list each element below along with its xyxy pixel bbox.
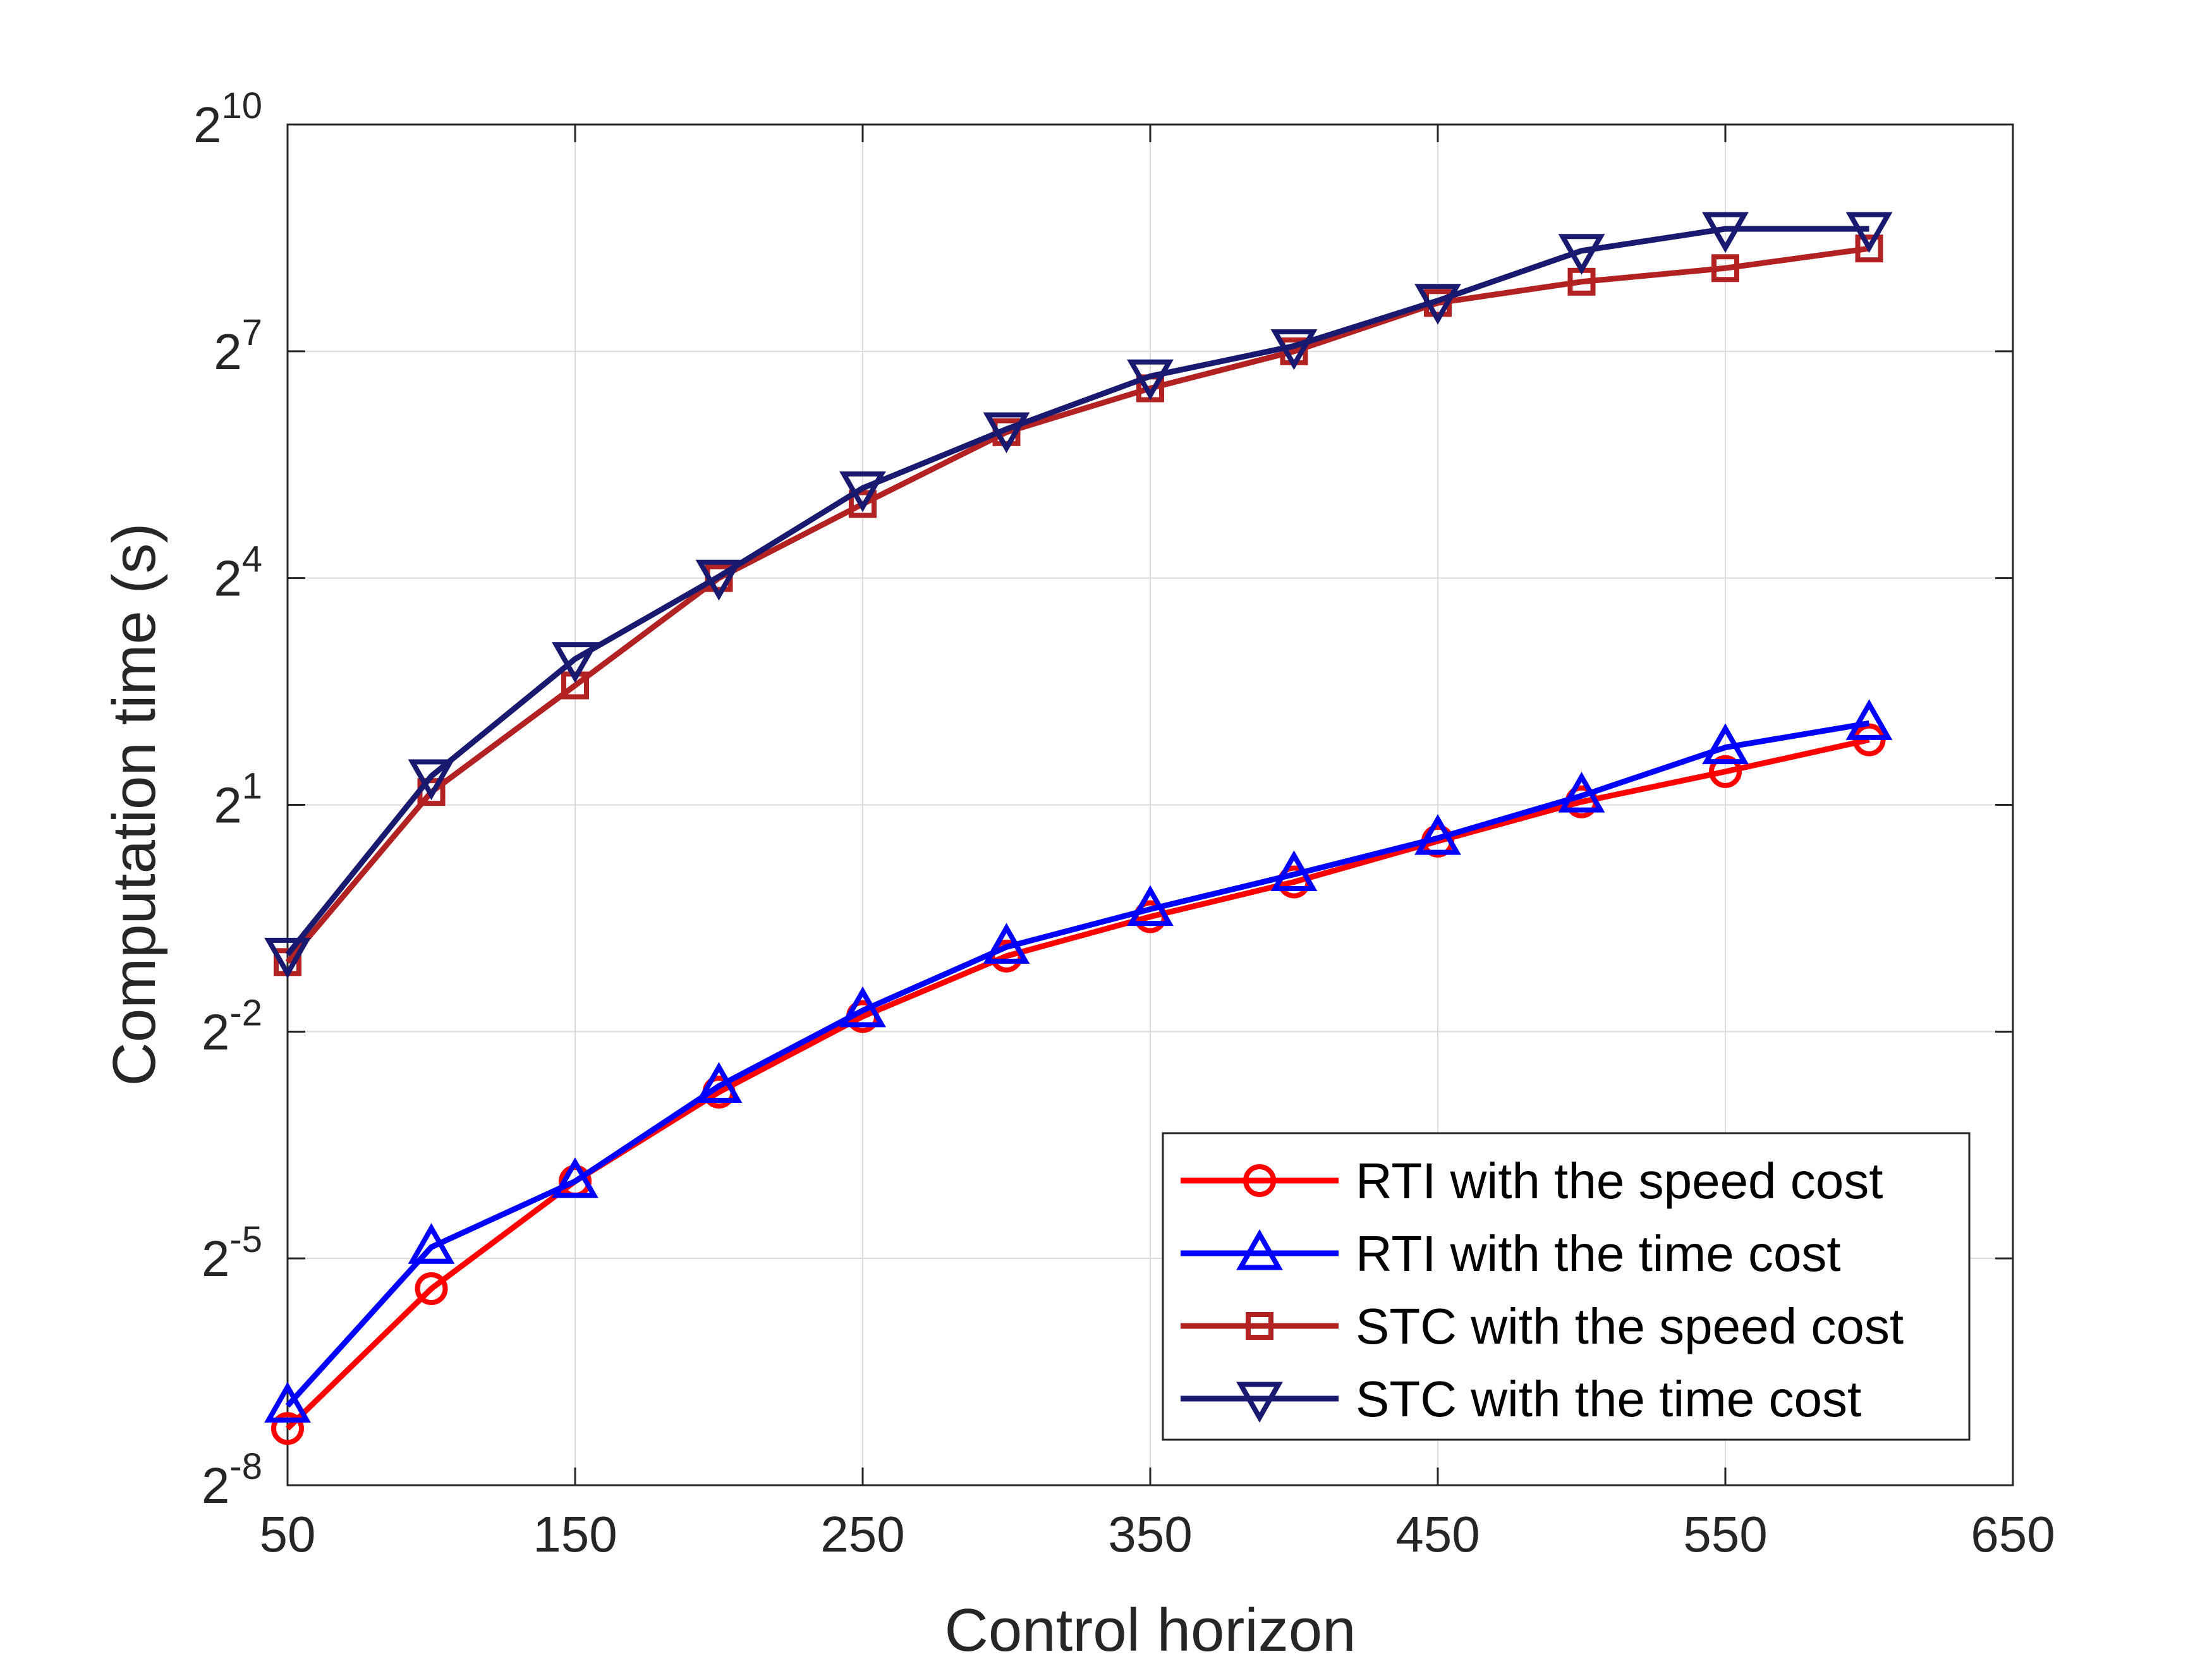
y-tick-label: 2-2 [202,992,262,1060]
series-line [285,720,1870,1408]
data-point [1270,329,1318,370]
data-point [408,759,455,801]
data-point [1414,284,1461,325]
y-tick-label: 210 [193,85,262,153]
data-point [1702,723,1749,765]
x-tick-labels: 50 150 250 350 450 550 650 [260,1506,2055,1562]
data-point [1711,254,1739,283]
x-tick-label: 50 [260,1506,316,1562]
y-tick-label: 27 [214,312,262,380]
data-point [415,1272,448,1306]
x-tick-label: 250 [820,1506,904,1562]
data-point [1127,359,1174,401]
x-tick-label: 150 [533,1506,617,1562]
y-tick-labels: 210 27 24 21 2-2 2-5 2-8 [193,85,262,1514]
y-tick-label: 2-5 [202,1219,262,1287]
data-point [552,642,599,683]
data-point [264,1382,311,1423]
data-point [264,937,311,979]
data-point [1845,212,1893,253]
x-tick-label: 450 [1395,1506,1480,1562]
legend-marker [1236,1229,1283,1270]
series-line [285,245,1870,964]
data-point [849,490,877,518]
x-tick-label: 550 [1683,1506,1767,1562]
data-point [1558,234,1605,275]
data-point [1845,699,1893,740]
x-axis-title: Control horizon [945,1596,1356,1659]
y-tick-label: 24 [214,539,262,607]
data-point [1270,850,1318,892]
series-line [285,226,1869,957]
legend-marker [1236,1382,1283,1423]
data-point [271,1412,304,1445]
series-line [285,737,1870,1431]
axis-ticks [286,123,2014,1486]
legend-label: RTI with the time cost [1356,1225,1841,1282]
legend-marker [1243,1164,1276,1197]
legend-label: STC with the speed cost [1356,1298,1904,1354]
data-point [552,1157,599,1198]
x-tick-label: 650 [1971,1506,2055,1562]
data-point [695,1062,743,1103]
data-point [1414,814,1461,855]
legend-label: RTI with the speed cost [1356,1153,1883,1209]
x-tick-label: 350 [1108,1506,1192,1562]
data-point [839,986,886,1028]
legend-box [1162,1132,1971,1441]
series-3 [264,212,1893,979]
data-point [1702,212,1749,253]
data-point [1127,885,1174,927]
y-tick-label: 2-8 [202,1446,262,1514]
legend-marker [1246,1312,1273,1340]
data-point [839,471,886,513]
data-point [1709,755,1742,788]
data-point [1855,234,1883,263]
data-point [983,412,1030,454]
y-axis-title: Computation time (s) [100,523,168,1086]
data-point [408,1223,455,1264]
series [264,212,1893,1445]
y-tick-label: 21 [214,766,262,834]
legend-label: STC with the time cost [1356,1371,1861,1427]
legend: RTI with the speed cost RTI with the time… [1162,1132,1971,1441]
data-point [1558,772,1605,813]
series-1 [264,699,1893,1423]
data-point [695,559,743,601]
data-point [983,923,1030,964]
